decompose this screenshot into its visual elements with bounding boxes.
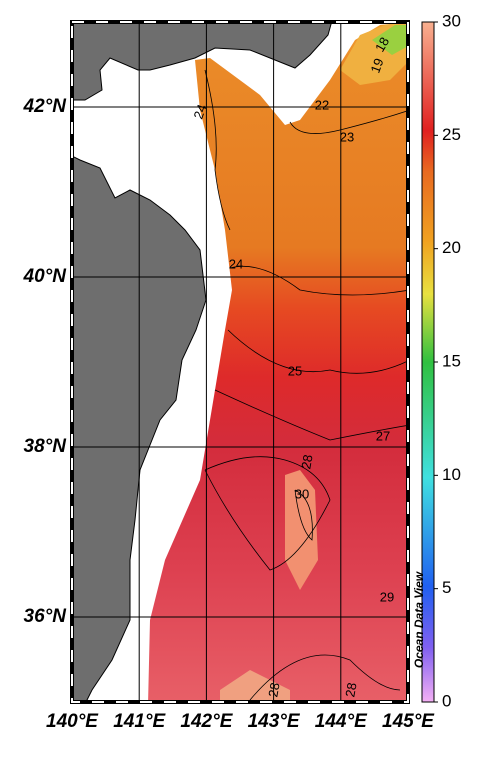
green-patch bbox=[372, 25, 408, 55]
warm-patch bbox=[220, 670, 290, 702]
colorbar-label: 25 bbox=[442, 125, 461, 144]
watermark: Ocean Data View bbox=[412, 571, 426, 668]
contour-label: 27 bbox=[376, 428, 390, 443]
contour-label: 23 bbox=[340, 129, 354, 144]
contour-label: 24 bbox=[190, 102, 209, 121]
x-tick-label: 143°E bbox=[248, 711, 301, 732]
contour-label: 24 bbox=[229, 256, 243, 271]
y-tick-label: 36°N bbox=[24, 606, 68, 627]
x-tick-label: 142°E bbox=[180, 711, 233, 732]
x-tick-label: 141°E bbox=[113, 711, 166, 732]
y-tick-label: 38°N bbox=[24, 436, 68, 457]
contour-label: 22 bbox=[315, 97, 329, 112]
x-tick-label: 140°E bbox=[46, 711, 99, 732]
contour-label: 19 bbox=[367, 56, 386, 75]
contour-label: 18 bbox=[372, 34, 392, 54]
y-tick-label: 40°N bbox=[23, 266, 68, 287]
contour-label: 28 bbox=[298, 453, 315, 470]
x-tick-label: 144°E bbox=[315, 711, 368, 732]
contour-label: 29 bbox=[380, 589, 394, 604]
graticule bbox=[72, 22, 408, 702]
colorbar-label: 0 bbox=[442, 691, 451, 710]
contour-label: 30 bbox=[295, 486, 309, 501]
colorbar-label: 20 bbox=[442, 238, 461, 257]
contour-label: 28 bbox=[342, 681, 359, 698]
colorbar-label: 30 bbox=[442, 11, 461, 30]
contour-lines bbox=[204, 69, 408, 701]
ocean-field bbox=[148, 22, 408, 702]
land bbox=[72, 22, 333, 101]
x-tick-label: 145°E bbox=[382, 711, 435, 732]
colorbar-label: 5 bbox=[442, 578, 451, 597]
colorbar-label: 10 bbox=[442, 465, 461, 484]
map-body bbox=[72, 22, 408, 702]
y-tick-label: 42°N bbox=[23, 96, 68, 117]
contour-label: 28 bbox=[265, 681, 282, 698]
colorbar-label: 15 bbox=[442, 351, 461, 370]
frame-dash bbox=[71, 21, 409, 703]
warm-patch bbox=[285, 470, 318, 590]
contour-label: 25 bbox=[288, 363, 302, 378]
